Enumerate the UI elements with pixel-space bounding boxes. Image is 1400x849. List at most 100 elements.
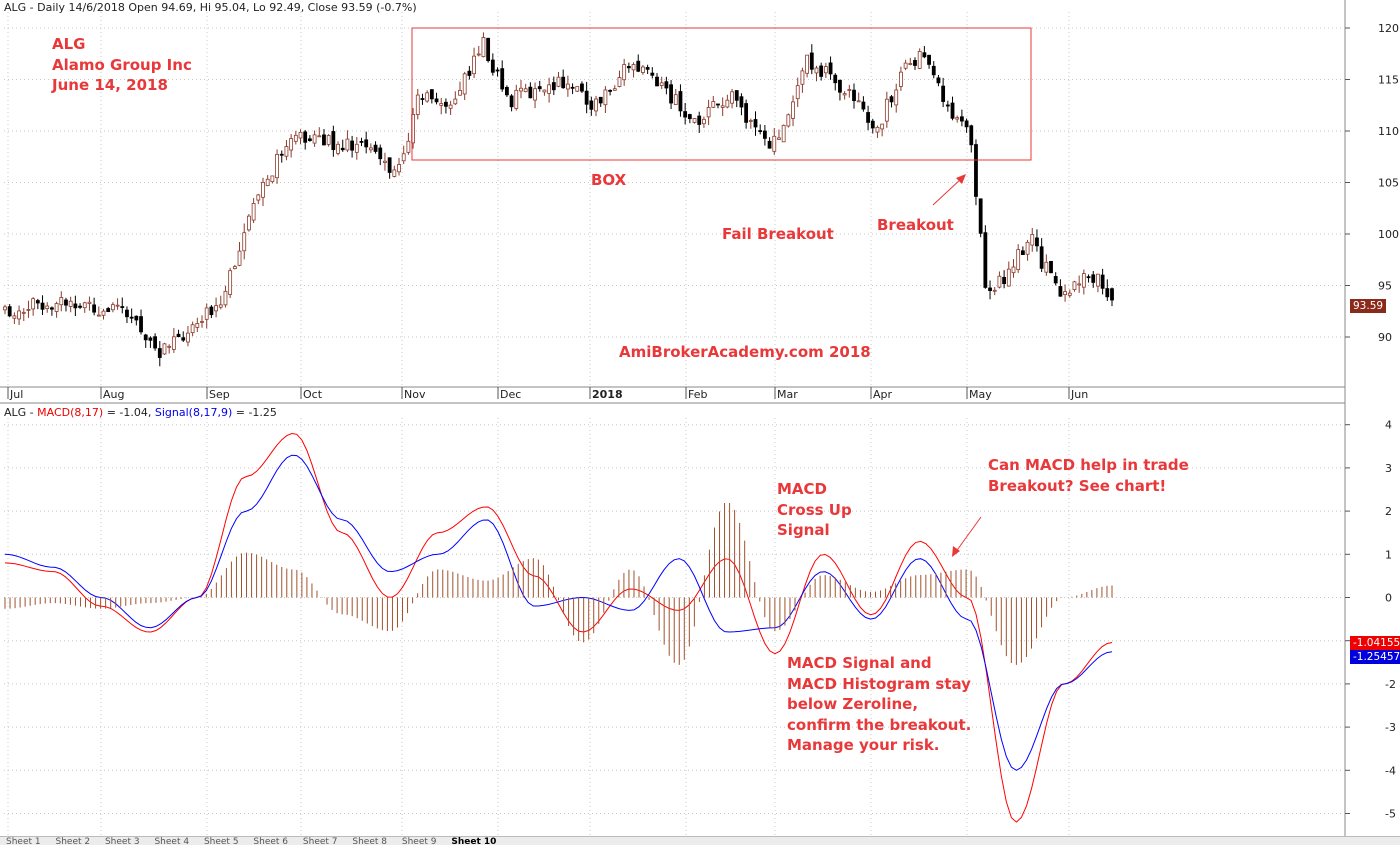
candle-body bbox=[603, 89, 608, 106]
macd-confirm-line-2: MACD Histogram stay bbox=[787, 674, 971, 693]
sheet-tab[interactable]: Sheet 1 bbox=[6, 837, 41, 845]
candle-body bbox=[805, 54, 810, 74]
sheet-tab-active[interactable]: Sheet 10 bbox=[451, 837, 497, 845]
candle-body bbox=[1091, 274, 1096, 283]
candle-body bbox=[612, 88, 617, 91]
candle-body bbox=[584, 90, 589, 105]
can-macd-line-1: Can MACD help in trade bbox=[988, 456, 1189, 474]
price-tick-label: 95 bbox=[1378, 280, 1392, 293]
candle-body bbox=[50, 307, 54, 310]
candle-body bbox=[490, 59, 495, 73]
candle-body bbox=[945, 104, 950, 107]
candle-body bbox=[795, 85, 800, 100]
macd-arrowhead bbox=[952, 546, 960, 557]
macd-cross-annotation: MACD Cross Up Signal bbox=[777, 479, 852, 541]
candle-body bbox=[228, 270, 233, 295]
candle-body bbox=[1020, 250, 1025, 255]
candle-body bbox=[767, 140, 772, 149]
candle-body bbox=[251, 203, 256, 221]
candle-body bbox=[725, 99, 730, 108]
sheet-tab[interactable]: Sheet 5 bbox=[203, 837, 239, 845]
candle-body bbox=[692, 118, 697, 123]
candle-body bbox=[762, 130, 767, 139]
candle-body bbox=[631, 64, 636, 71]
candle-body bbox=[819, 65, 824, 77]
candle-body bbox=[195, 323, 200, 328]
candle-body bbox=[190, 324, 195, 334]
sheet-tab[interactable]: Sheet 2 bbox=[55, 837, 91, 845]
candle-body bbox=[68, 300, 73, 307]
sheet-tab[interactable]: Sheet 4 bbox=[154, 837, 190, 845]
candle-body bbox=[1039, 246, 1044, 269]
candle-body bbox=[852, 89, 856, 102]
candle-body bbox=[340, 147, 345, 151]
candle-body bbox=[275, 153, 279, 179]
candle-body bbox=[420, 98, 425, 100]
candle-body bbox=[261, 181, 265, 198]
candle-body bbox=[270, 175, 275, 182]
candle-body bbox=[772, 135, 777, 152]
x-tick-label: Oct bbox=[303, 388, 323, 401]
breakout-arrow bbox=[932, 177, 963, 206]
candle-body bbox=[1030, 234, 1035, 246]
sheet-tab[interactable]: Sheet 3 bbox=[104, 837, 140, 845]
candle-body bbox=[406, 140, 411, 153]
candle-body bbox=[232, 266, 237, 270]
candle-body bbox=[950, 102, 955, 119]
candle-body bbox=[734, 90, 739, 101]
breakout-label: Breakout bbox=[877, 216, 954, 234]
sheet-tab[interactable]: Sheet 6 bbox=[253, 837, 289, 845]
candle-body bbox=[969, 125, 974, 146]
sheet-tab[interactable]: Sheet 8 bbox=[352, 837, 387, 845]
candle-body bbox=[1035, 237, 1039, 247]
candle-body bbox=[903, 62, 908, 69]
candle-body bbox=[472, 55, 476, 75]
candle-body bbox=[927, 54, 931, 65]
candle-body bbox=[748, 120, 753, 122]
candle-body bbox=[425, 92, 430, 102]
candle-body bbox=[908, 63, 913, 65]
candle-body bbox=[237, 250, 242, 266]
candle-body bbox=[941, 85, 946, 102]
candle-body bbox=[931, 65, 936, 76]
can-macd-annotation: Can MACD help in trade Breakout? See cha… bbox=[988, 455, 1189, 496]
candle-body bbox=[828, 62, 833, 75]
candle-body bbox=[40, 302, 45, 310]
candle-body bbox=[92, 304, 97, 313]
candle-body bbox=[997, 275, 1002, 288]
candle-body bbox=[148, 337, 153, 341]
candle-body bbox=[697, 115, 702, 125]
candle-body bbox=[1110, 288, 1114, 301]
candle-body bbox=[598, 96, 603, 104]
candle-body bbox=[331, 131, 336, 151]
macd-tick-label: 4 bbox=[1385, 419, 1392, 432]
sheet-tab[interactable]: Sheet 7 bbox=[302, 837, 338, 845]
candle-body bbox=[17, 310, 21, 320]
candle-body bbox=[110, 304, 115, 311]
macd-tick-label: 3 bbox=[1385, 462, 1392, 475]
candle-body bbox=[495, 69, 500, 72]
price-tick-label: 105 bbox=[1378, 177, 1399, 190]
candle-body bbox=[537, 86, 542, 90]
candle-body bbox=[200, 320, 204, 323]
candle-body bbox=[641, 66, 645, 73]
candle-body bbox=[551, 82, 556, 91]
candle-body bbox=[462, 73, 467, 95]
candle-body bbox=[791, 101, 795, 119]
candle-body bbox=[157, 348, 162, 358]
candle-body bbox=[129, 316, 134, 319]
candle-body bbox=[1077, 283, 1082, 286]
candle-body bbox=[186, 332, 190, 343]
candle-body bbox=[59, 297, 64, 306]
macd-chart-title: ALG - MACD(8,17) = -1.04, Signal(8,17,9)… bbox=[4, 406, 277, 419]
candle-body bbox=[664, 81, 669, 89]
candle-body bbox=[622, 64, 627, 81]
candle-body bbox=[429, 89, 434, 100]
price-tick-label: 110 bbox=[1378, 125, 1399, 138]
candle-body bbox=[645, 67, 650, 70]
candle-body bbox=[917, 51, 922, 69]
macd-confirm-line-4: confirm the breakout. bbox=[787, 715, 972, 734]
candle-body bbox=[542, 89, 547, 93]
sheet-tab[interactable]: Sheet 9 bbox=[401, 837, 437, 845]
